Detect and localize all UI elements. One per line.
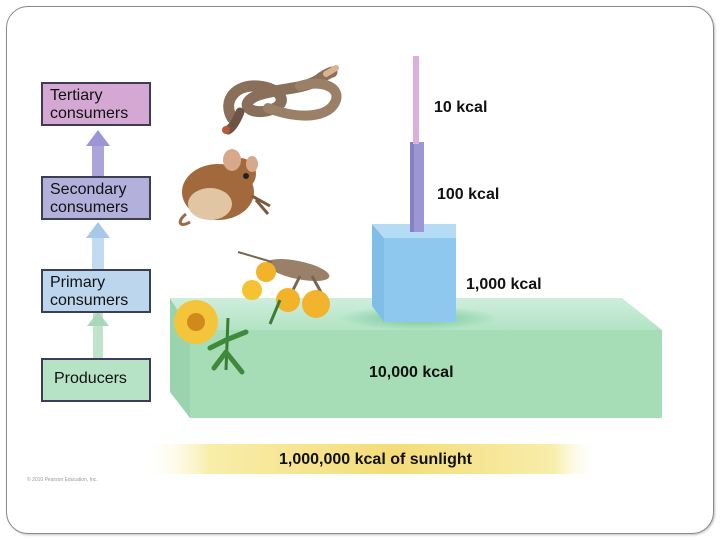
level-label-line1: Producers xyxy=(54,370,127,387)
copyright-credit: © 2010 Pearson Education, Inc. xyxy=(27,477,98,483)
level-label-line1: Secondary xyxy=(50,181,127,198)
level-label-line1: Primary xyxy=(50,274,106,291)
sunlight-band xyxy=(140,444,600,474)
energy-primary: 1,000 kcal xyxy=(466,276,542,293)
level-primary-consumers: Primary consumers xyxy=(41,269,151,313)
energy-secondary: 100 kcal xyxy=(437,186,500,203)
primary-block-front xyxy=(384,238,456,322)
energy-sunlight: 1,000,000 kcal of sunlight xyxy=(279,451,472,468)
flower-icon xyxy=(174,262,330,375)
level-arrows xyxy=(86,130,110,358)
producer-block-front xyxy=(190,330,662,418)
energy-producers: 10,000 kcal xyxy=(369,364,454,381)
level-label-line2: consumers xyxy=(50,105,129,122)
level-label-line2: consumers xyxy=(50,292,129,309)
primary-block-left xyxy=(372,224,384,322)
level-producers: Producers xyxy=(41,358,151,402)
energy-tertiary: 10 kcal xyxy=(434,99,488,116)
level-label-line1: Tertiary xyxy=(50,87,103,104)
tertiary-bar xyxy=(413,56,419,144)
level-label-line2: consumers xyxy=(50,199,129,216)
level-tertiary-consumers: Tertiary consumers xyxy=(41,82,151,126)
snake-icon xyxy=(222,65,342,135)
level-secondary-consumers: Secondary consumers xyxy=(41,176,151,220)
mouse-icon xyxy=(178,149,271,226)
